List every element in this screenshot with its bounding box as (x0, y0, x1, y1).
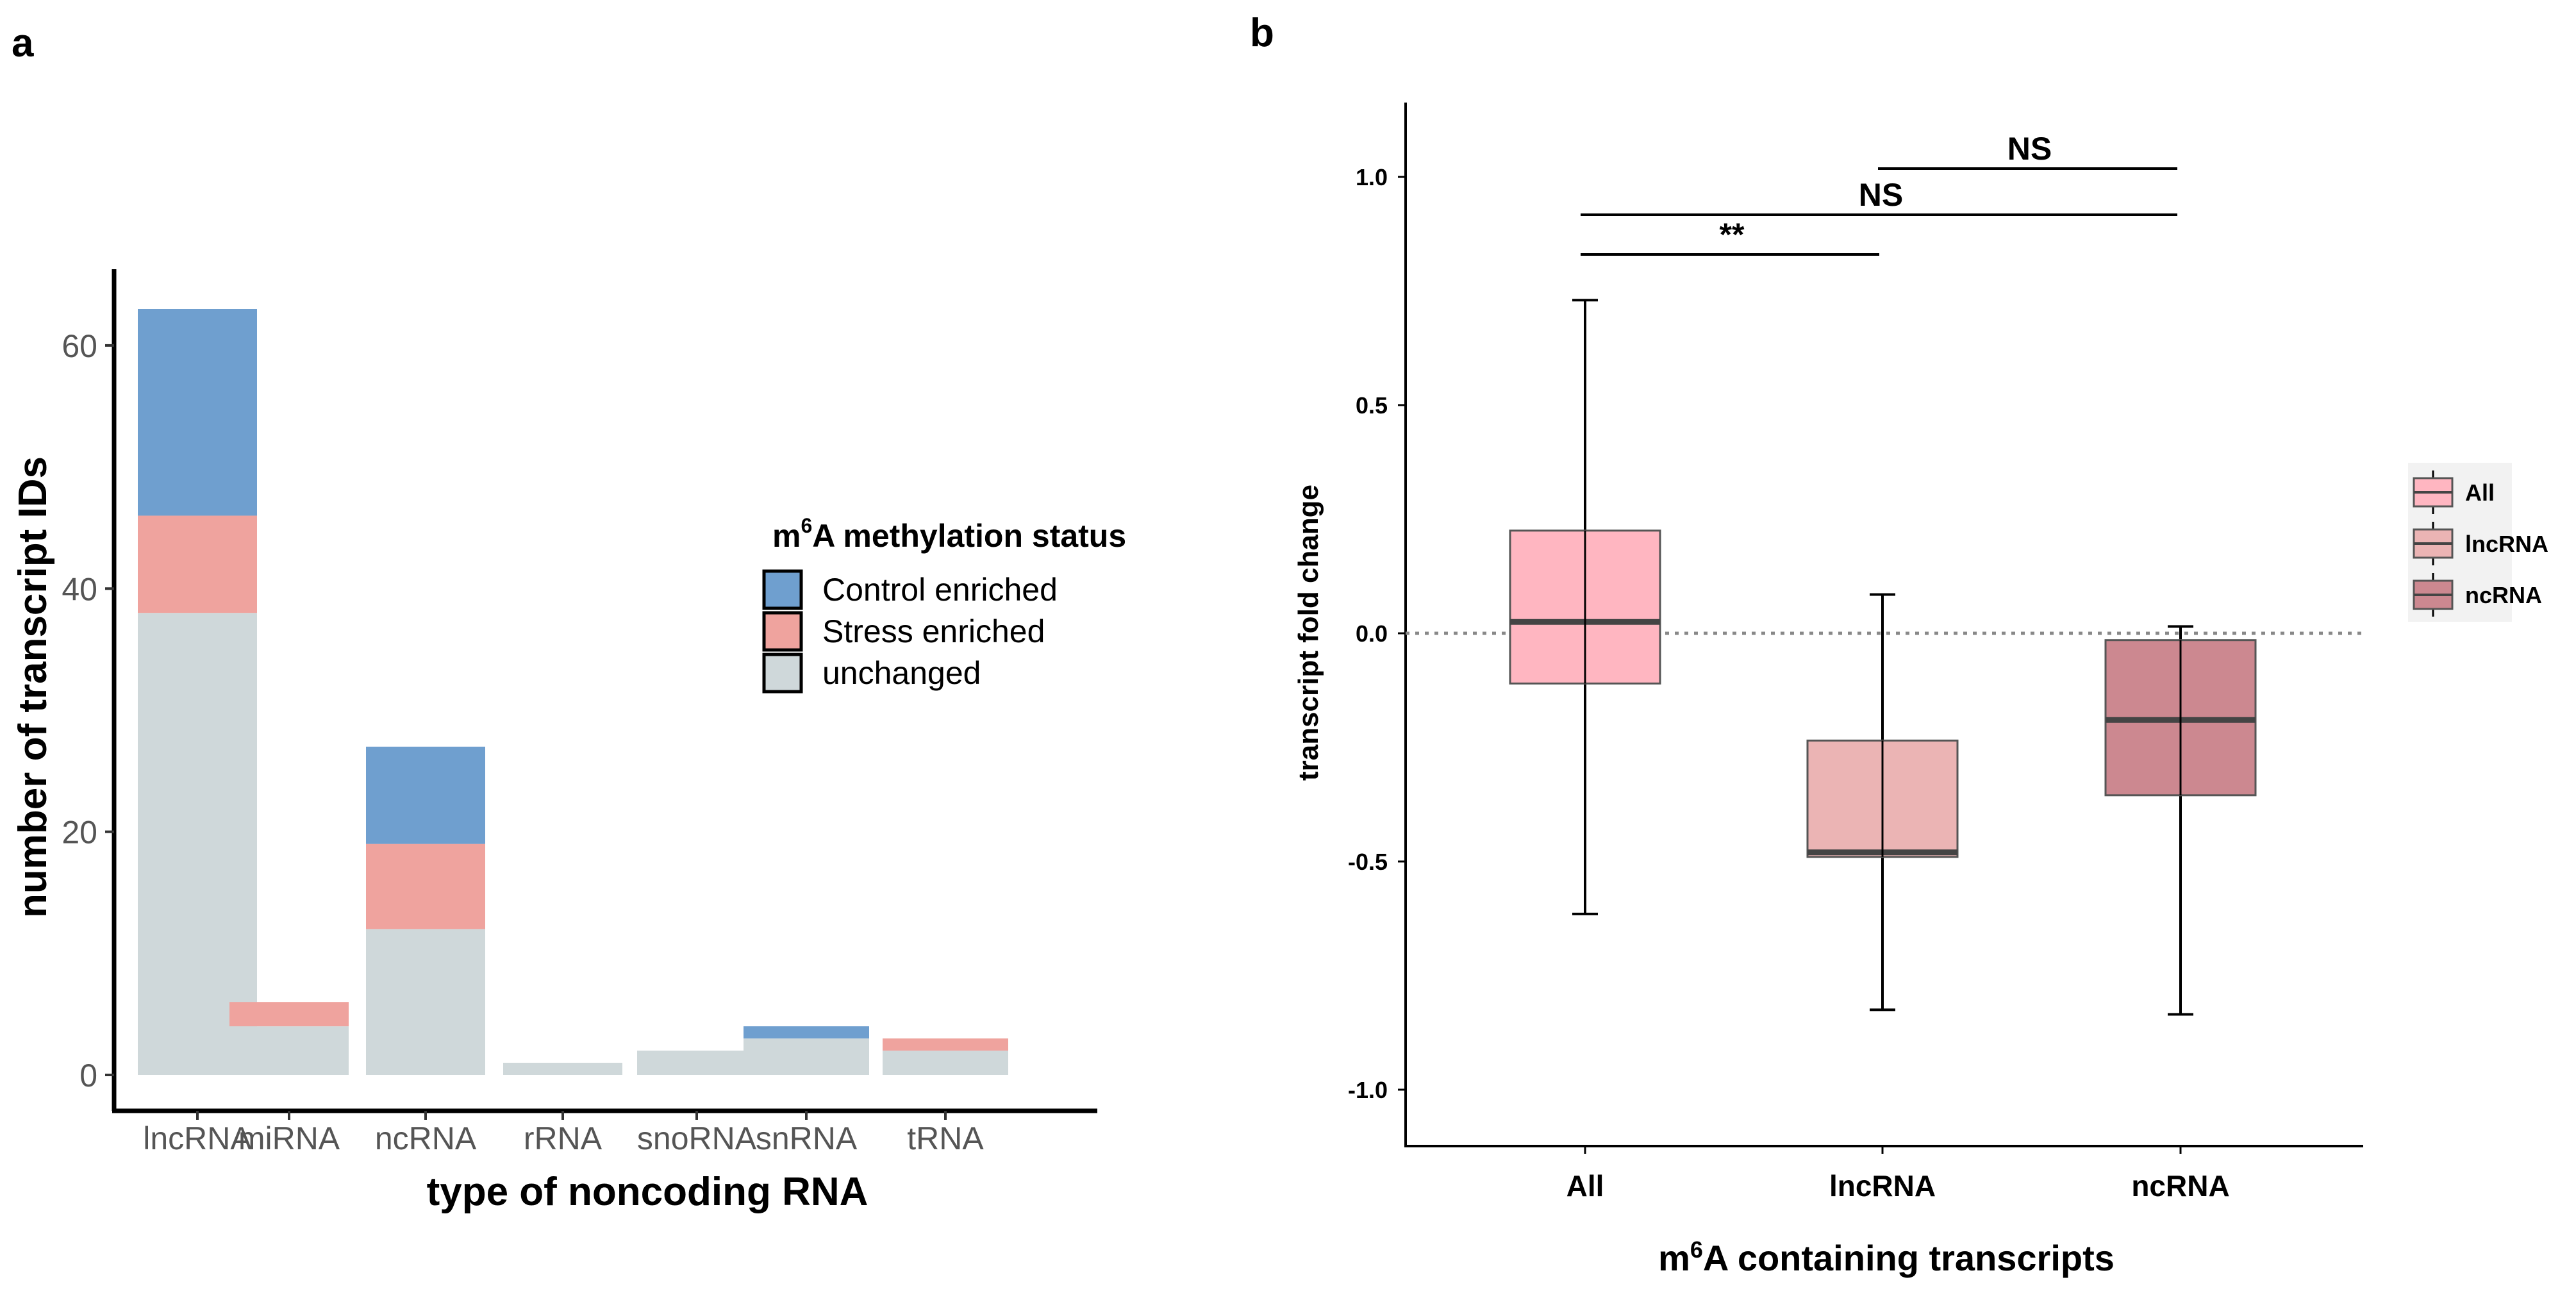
legend-title-suffix: A methylation status (812, 518, 1126, 554)
x-axis-title-prefix: m (1658, 1238, 1690, 1278)
box-lncrna (1806, 593, 1959, 1011)
panel-label-a: a (12, 21, 34, 65)
legend-label-lncrna: lncRNA (2465, 531, 2548, 557)
legend-swatch-unchanged (762, 653, 803, 694)
y-axis-title: transcript fold change (1293, 485, 1324, 781)
box-group (1509, 299, 2257, 1016)
legend-label-stress-enriched: Stress enriched (822, 613, 1045, 649)
box-ncrna (2104, 625, 2257, 1016)
x-tick-label-lncrna: lncRNA (1829, 1169, 1936, 1202)
x-tick-label-ncrna: ncRNA (375, 1120, 477, 1156)
legend-label-unchanged: unchanged (822, 655, 981, 691)
legend-label-ncrna: ncRNA (2465, 582, 2542, 608)
legend-title-sup: 6 (801, 514, 812, 537)
y-ticks: 1.0 0.5 0.0 -0.5 -1.0 (1348, 164, 1406, 1103)
legend-swatch-stress-enriched (762, 611, 803, 652)
x-axis-title-suffix: A containing transcripts (1703, 1238, 2115, 1278)
y-tick-label: 1.0 (1356, 164, 1388, 190)
significance-label-all-lncrna: ** (1720, 217, 1745, 253)
y-tick-label: 0.5 (1356, 392, 1388, 419)
x-tick-label-mirna: miRNA (238, 1120, 340, 1156)
bar-trna-stress-enriched (883, 1038, 1008, 1051)
y-tick-label: 20 (62, 815, 97, 851)
x-tick-label-snorna: snoRNA (637, 1120, 757, 1156)
y-tick-label: 0 (79, 1058, 97, 1094)
box-all (1509, 299, 1661, 915)
x-ticks: All lncRNA ncRNA (1566, 1146, 2230, 1202)
significance-annotations: ** NS NS (1581, 131, 2177, 256)
x-tick-label-all: All (1566, 1169, 1604, 1202)
bar-lncrna-control-enriched (138, 309, 257, 516)
legend-label-all: All (2465, 479, 2495, 506)
y-tick-label: -1.0 (1348, 1077, 1388, 1103)
bar-ncrna-unchanged (366, 929, 485, 1075)
bar-group (138, 309, 1008, 1075)
legend-title-prefix: m (772, 518, 801, 554)
bar-trna-unchanged (883, 1051, 1008, 1075)
x-axis-title: type of noncoding RNA (427, 1170, 868, 1214)
x-axis-title-sup: 6 (1690, 1236, 1703, 1263)
x-tick-label-lncrna: lncRNA (143, 1120, 252, 1156)
axes (1404, 103, 2363, 1147)
box-plot-chart: 1.00.50.0-0.5-1.0 All lncRNA ncRNA **NSNS … (1293, 103, 2548, 1278)
y-tick-label: 60 (62, 328, 97, 364)
significance-label-all-ncrna: NS (1859, 177, 1903, 213)
y-tick-label: 40 (62, 571, 97, 607)
bar-mirna-unchanged (229, 1026, 349, 1075)
x-tick-label-rrna: rRNA (524, 1120, 602, 1156)
x-tick-label-trna: tRNA (907, 1120, 984, 1156)
y-ticks: 0 20 40 60 (62, 328, 114, 1094)
x-tick-label-snrna: snRNA (756, 1120, 858, 1156)
bar-lncrna-unchanged (138, 613, 257, 1075)
bar-snrna-unchanged (744, 1038, 869, 1075)
bar-rrna-unchanged (503, 1063, 622, 1075)
bar-mirna-stress-enriched (229, 1002, 349, 1027)
bar-snorna-unchanged (637, 1051, 756, 1075)
panel-label-b: b (1250, 11, 1274, 55)
axes (112, 269, 1097, 1113)
legend-swatch-control-enriched (762, 569, 803, 610)
legend: m6A methylation status Control enriched S… (762, 514, 1126, 694)
bar-snrna-control-enriched (744, 1026, 869, 1039)
y-tick-label: -0.5 (1348, 849, 1388, 875)
y-tick-label: 0.0 (1356, 620, 1388, 647)
x-axis-title: m6A containing transcripts (1658, 1236, 2115, 1278)
y-axis-title: number of transcript IDs (11, 456, 55, 918)
bar-lncrna-stress-enriched (138, 515, 257, 613)
legend: All lncRNA ncRNA (2408, 463, 2548, 622)
x-tick-label-ncrna: ncRNA (2131, 1169, 2229, 1202)
legend-label-control-enriched: Control enriched (822, 572, 1058, 608)
bar-ncrna-control-enriched (366, 746, 485, 844)
bar-ncrna-stress-enriched (366, 844, 485, 929)
significance-label-lncrna-ncrna: NS (2007, 131, 2052, 167)
legend-title: m6A methylation status (772, 514, 1126, 554)
